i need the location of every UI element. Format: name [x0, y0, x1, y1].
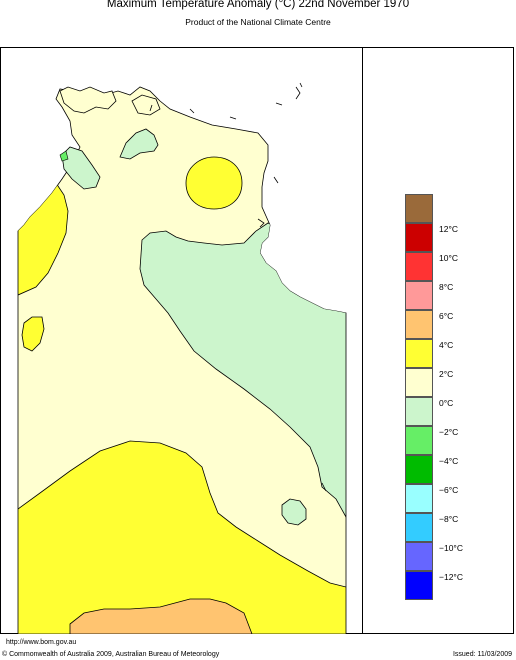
legend-label: −2°C: [439, 427, 459, 437]
legend-swatch: [405, 368, 433, 397]
island-green-2: [61, 146, 101, 190]
legend-label: 0°C: [439, 398, 454, 408]
map-subtitle: Product of the National Climate Centre: [185, 17, 331, 27]
legend-swatch: [405, 339, 433, 368]
issued-date: Issued: 11/03/2009: [452, 651, 512, 658]
region-cool-small: [281, 498, 307, 526]
legend-label: 6°C: [439, 311, 454, 321]
legend-swatch: [405, 281, 433, 310]
coast-detail: [257, 86, 327, 492]
legend-swatch: [405, 397, 433, 426]
island-green-1: [119, 128, 159, 160]
legend-label: −6°C: [439, 485, 459, 495]
legend-label: −10°C: [439, 543, 463, 553]
legend-label: 8°C: [439, 282, 454, 292]
legend-label: 12°C: [439, 224, 458, 234]
island-northeast: [131, 94, 161, 116]
legend-label: −8°C: [439, 514, 459, 524]
legend-swatch: [405, 542, 433, 571]
region-warm-south: [18, 440, 346, 634]
legend-label: 10°C: [439, 253, 458, 263]
legend-swatch: [405, 513, 433, 542]
region-warm-circle: [185, 156, 243, 210]
legend-swatch: [405, 426, 433, 455]
legend-swatch: [405, 194, 433, 223]
source-url: http://www.bom.gov.au: [6, 639, 77, 646]
legend-swatch: [405, 310, 433, 339]
legend-swatch: [405, 223, 433, 252]
legend-swatch: [405, 571, 433, 600]
legend-label: 2°C: [439, 369, 454, 379]
legend-swatch: [405, 455, 433, 484]
legend-label: 4°C: [439, 340, 454, 350]
island-green-3: [59, 150, 69, 162]
copyright-text: © Commonwealth of Australia 2009, Austra…: [2, 651, 220, 658]
legend-swatch: [405, 484, 433, 513]
legend-divider: [362, 47, 363, 634]
region-cool-east: [139, 222, 346, 519]
legend-label: −12°C: [439, 572, 463, 582]
region-hot-south: [69, 598, 253, 634]
anomaly-map: [17, 82, 347, 634]
region-warm-blob: [21, 316, 45, 352]
legend-label: −4°C: [439, 456, 459, 466]
island-north: [59, 86, 117, 114]
legend-swatch: [405, 252, 433, 281]
offshore-marks: [149, 82, 303, 120]
map-title: Maximum Temperature Anomaly (°C) 22nd No…: [106, 0, 410, 10]
